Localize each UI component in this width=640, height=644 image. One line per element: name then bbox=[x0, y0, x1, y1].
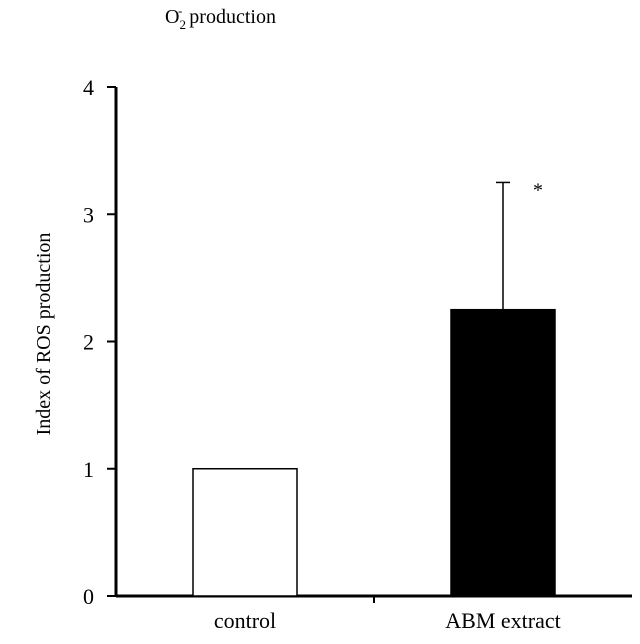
bar-abm-extract bbox=[450, 308, 556, 597]
y-tick-label: 3 bbox=[83, 202, 94, 227]
y-tick-label: 2 bbox=[83, 330, 94, 355]
y-ticks: 0 1 2 3 4 bbox=[83, 75, 375, 609]
y-tick-label: 1 bbox=[83, 457, 94, 482]
y-axis-label: Index of ROS production bbox=[33, 233, 55, 436]
annotations: * bbox=[533, 179, 543, 201]
bar-control bbox=[192, 468, 298, 597]
chart-title: O2- production bbox=[165, 3, 276, 32]
x-tick-labels: control ABM extract bbox=[214, 608, 561, 633]
error-bars bbox=[496, 181, 510, 310]
chart-title-rest: production bbox=[189, 6, 276, 28]
chart-title-superscript: - bbox=[178, 3, 182, 18]
y-tick-label: 4 bbox=[83, 75, 94, 100]
x-tick-label: ABM extract bbox=[445, 608, 560, 633]
bars bbox=[192, 308, 556, 597]
y-tick-label: 0 bbox=[83, 584, 94, 609]
chart-title-base: O bbox=[165, 6, 179, 28]
significance-asterisk: * bbox=[533, 179, 543, 201]
chart-title-subscript: 2 bbox=[179, 17, 186, 32]
x-tick-label: control bbox=[214, 608, 276, 633]
